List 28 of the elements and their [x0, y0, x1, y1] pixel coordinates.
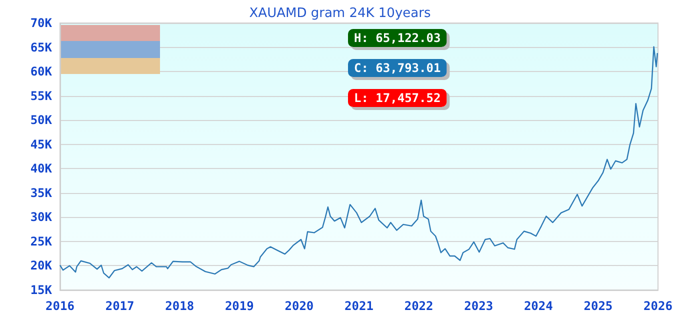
x-tick-label: 2019 — [224, 299, 254, 313]
y-tick-label: 65K — [30, 40, 53, 54]
x-tick-label: 2026 — [644, 299, 672, 313]
line-series — [59, 46, 658, 278]
x-tick-label: 2017 — [105, 299, 134, 313]
annotation: L: 17,457.52 — [354, 91, 441, 105]
x-tick-label: 2018 — [165, 299, 194, 313]
y-tick-label: 15K — [30, 283, 53, 297]
y-tick-label: 45K — [30, 137, 53, 152]
y-tick-label: 25K — [30, 234, 53, 248]
annotation: H: 65,122.03 — [354, 31, 441, 45]
y-tick-label: 55K — [30, 88, 53, 103]
y-tick-label: 50K — [30, 113, 53, 128]
x-tick-label: 2021 — [344, 299, 374, 313]
y-tick-label: 20K — [30, 258, 53, 273]
y-tick-label: 30K — [30, 210, 53, 224]
x-tick-label: 2023 — [464, 299, 494, 313]
x-tick-label: 2020 — [284, 299, 314, 313]
annotation: C: 63,793.01 — [354, 61, 441, 75]
y-tick-label: 40K — [30, 162, 53, 176]
x-tick-label: 2024 — [524, 299, 553, 313]
x-tick-label: 2022 — [404, 299, 434, 313]
y-tick-label: 70K — [30, 16, 53, 30]
y-tick-label: 35K — [30, 186, 53, 200]
y-tick-label: 60K — [30, 64, 53, 79]
x-tick-label: 2025 — [584, 299, 613, 313]
chart-title: XAUAMD gram 24K 10years — [249, 6, 431, 21]
x-tick-label: 2016 — [46, 299, 74, 313]
